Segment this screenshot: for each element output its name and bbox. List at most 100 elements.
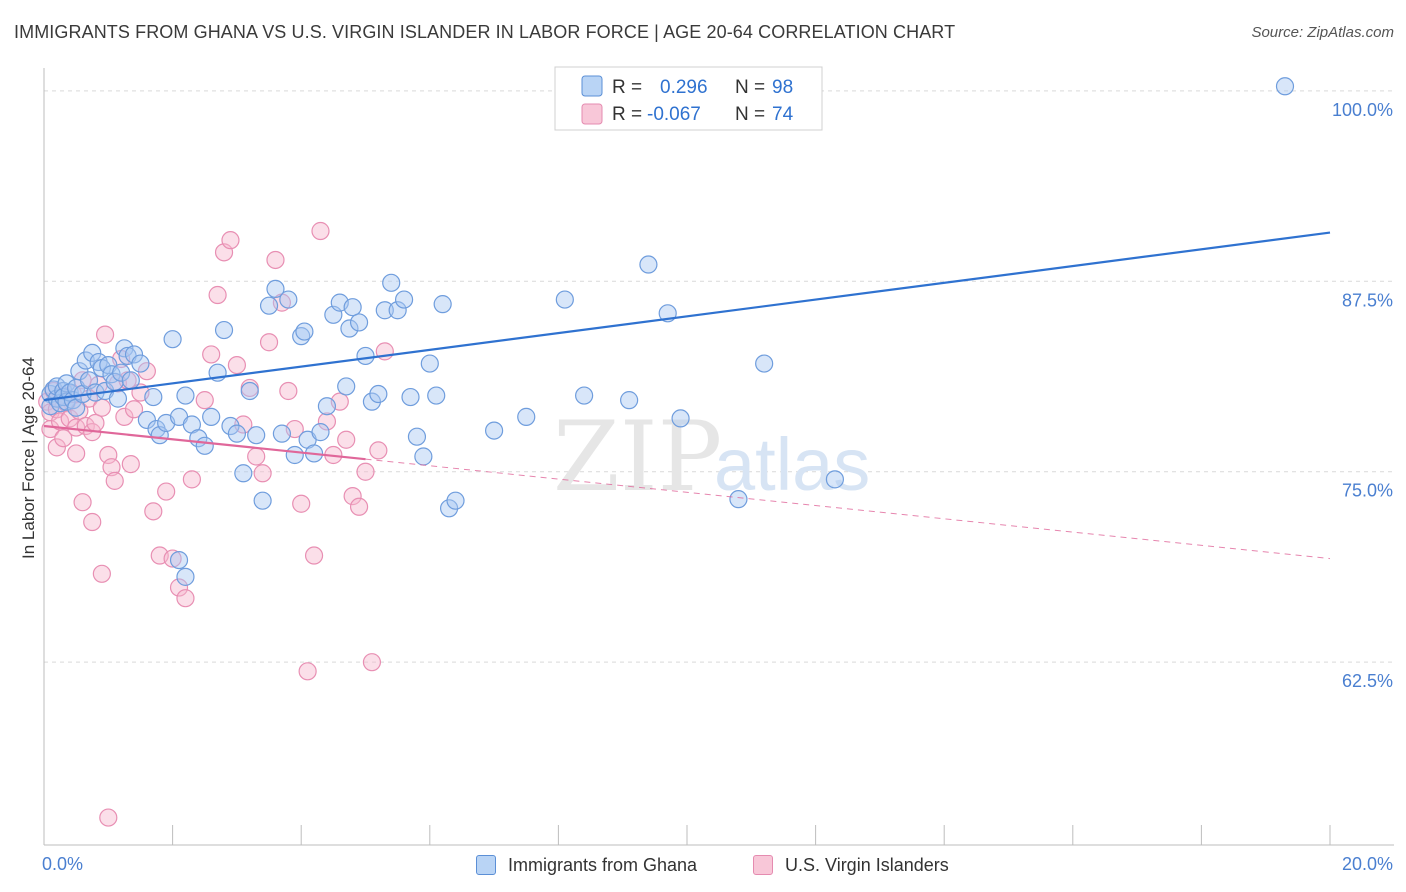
source-label: Source: ZipAtlas.com (1251, 24, 1394, 41)
point-virgin-islanders (73, 493, 92, 512)
point-virgin-islanders (202, 345, 221, 364)
point-virgin-islanders (253, 464, 272, 483)
watermark-zip: ZIP (553, 401, 722, 513)
point-virgin-islanders (86, 413, 105, 433)
point-virgin-islanders (266, 250, 285, 270)
x-tick-label: 20.0% (1342, 854, 1393, 874)
point-ghana (195, 436, 214, 455)
point-virgin-islanders (317, 412, 337, 431)
legend-item-virgin-islanders[interactable]: U.S. Virgin Islanders (753, 850, 949, 880)
point-virgin-islanders (99, 808, 118, 827)
point-ghana (356, 346, 375, 366)
point-ghana (176, 567, 195, 586)
point-ghana (317, 397, 337, 416)
watermark: ZIP atlas (553, 401, 870, 513)
point-ghana (202, 407, 221, 426)
trend-lines (43, 231, 1331, 560)
point-virgin-islanders (208, 285, 227, 305)
y-axis-label: In Labor Force | Age 20-64 (19, 357, 38, 559)
legend-swatch-pink (581, 103, 603, 125)
chart-title: IMMIGRANTS FROM GHANA VS U.S. VIRGIN ISL… (14, 22, 956, 42)
legend-r-label-blue: R = (612, 77, 642, 98)
trend-line-virgin-islanders (43, 424, 366, 461)
point-virgin-islanders (298, 662, 317, 681)
point-ghana (240, 381, 259, 401)
legend-r-value-pink: -0.067 (647, 104, 701, 125)
point-virgin-islanders (102, 458, 121, 477)
point-ghana (439, 499, 459, 518)
point-ghana (620, 391, 639, 410)
point-ghana (266, 279, 285, 299)
legend-n-value-blue: 98 (772, 77, 793, 98)
point-ghana (311, 423, 330, 442)
point-ghana (433, 295, 452, 314)
point-ghana (169, 550, 189, 570)
point-virgin-islanders (144, 502, 163, 521)
point-ghana (420, 354, 439, 373)
point-virgin-islanders (47, 438, 66, 457)
axes (43, 68, 1394, 846)
point-ghana (221, 416, 240, 436)
point-virgin-islanders (163, 549, 182, 568)
legend-swatch-ghana (476, 855, 496, 875)
x-tick-label: 0.0% (42, 854, 83, 874)
legend-label-ghana: Immigrants from Ghana (508, 854, 698, 875)
point-virgin-islanders (337, 430, 356, 449)
point-ghana (112, 363, 131, 382)
point-ghana (227, 424, 246, 443)
point-virgin-islanders (83, 512, 102, 532)
point-ghana (295, 322, 314, 341)
y-tick-label: 87.5% (1342, 290, 1393, 310)
point-virgin-islanders (362, 653, 382, 672)
point-ghana (340, 319, 359, 338)
point-ghana (446, 491, 465, 510)
point-virgin-islanders (124, 400, 144, 419)
point-ghana (414, 447, 433, 466)
legend-item-ghana[interactable]: Immigrants from Ghana (476, 850, 697, 880)
point-ghana (163, 330, 182, 349)
point-virgin-islanders (41, 419, 60, 439)
correlation-legend: R = 0.296 N = 98 R = -0.067 N = 74 (554, 66, 823, 131)
y-tick-label: 62.5% (1342, 671, 1393, 691)
legend-r-value-blue: 0.296 (660, 77, 708, 98)
point-ghana (279, 290, 298, 309)
point-virgin-islanders (247, 447, 266, 466)
legend-label-virgin-islanders: U.S. Virgin Islanders (785, 854, 949, 875)
point-virgin-islanders (67, 444, 86, 463)
point-ghana (575, 386, 594, 405)
legend-r-label-pink: R = (612, 104, 642, 125)
point-virgin-islanders (343, 487, 362, 506)
point-ghana (375, 301, 394, 320)
trend-line-extension (365, 458, 1331, 560)
point-ghana (259, 296, 279, 315)
legend-swatch-blue (581, 75, 603, 97)
point-virgin-islanders (169, 578, 189, 597)
point-ghana (639, 255, 658, 274)
point-ghana (144, 387, 163, 407)
point-virgin-islanders (356, 462, 375, 481)
point-virgin-islanders (115, 407, 134, 426)
y-tick-label: 75.0% (1342, 481, 1393, 501)
point-ghana (83, 343, 102, 362)
legend-n-label-pink: N = (735, 104, 765, 125)
watermark-atlas: atlas (714, 423, 870, 506)
point-ghana (362, 392, 382, 411)
point-virgin-islanders (95, 325, 115, 344)
point-ghana (214, 320, 234, 340)
point-virgin-islanders (221, 231, 240, 250)
point-ghana (1275, 77, 1295, 96)
point-virgin-islanders (92, 398, 111, 417)
legend-swatch-virgin-islanders (753, 855, 773, 875)
point-ghana (382, 273, 401, 292)
point-virgin-islanders (259, 333, 279, 352)
point-virgin-islanders (157, 482, 176, 501)
point-virgin-islanders (369, 441, 388, 460)
point-virgin-islanders (304, 546, 324, 565)
trend-line-ghana (43, 231, 1331, 402)
point-virgin-islanders (227, 355, 246, 375)
point-ghana (671, 409, 690, 428)
point-ghana (349, 313, 369, 332)
point-ghana (401, 387, 420, 407)
point-ghana (70, 362, 89, 381)
